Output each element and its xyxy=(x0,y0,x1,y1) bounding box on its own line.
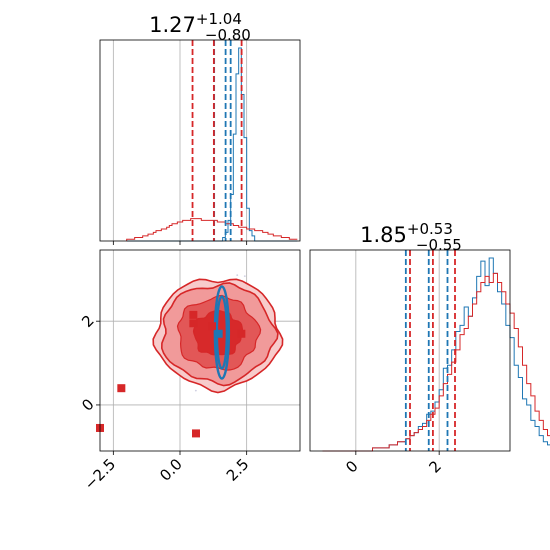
marginal-x-hist-series-1 xyxy=(126,218,298,241)
marginal-x-title-minus: −0.80 xyxy=(205,26,251,44)
joint-y-tick-label-0: 0 xyxy=(78,395,97,414)
joint-x-tick-label-0: −2.5 xyxy=(81,455,119,493)
joint-point-series-0-1 xyxy=(189,319,198,328)
joint-frame xyxy=(99,249,301,452)
joint-sample-point xyxy=(194,389,197,392)
joint-point-series-0-0 xyxy=(189,310,198,319)
joint-y-tick-label-1: 2 xyxy=(78,311,97,330)
joint-point-series-1-0 xyxy=(214,329,223,338)
marginal-y-tick-label-1: 2 xyxy=(426,457,445,476)
marginal-x-histogram-panel xyxy=(99,39,301,245)
marginal-y-title: 1.85+0.53 −0.55 xyxy=(360,220,462,254)
joint-point-series-0-3 xyxy=(237,329,246,338)
joint-x-tick-label-2: 2.5 xyxy=(223,455,253,485)
marginal-y-title-plus: +0.53 xyxy=(407,220,453,238)
joint-sample-point xyxy=(236,274,239,276)
joint-sample-point xyxy=(243,275,246,277)
marginal-y-title-value: 1.85 xyxy=(360,223,407,247)
marginal-x-title-value: 1.27 xyxy=(149,13,196,37)
joint-scatter-panel: −2.5 0.0 2.5 0 2 xyxy=(78,249,301,494)
marginal-y-hist-series-0 xyxy=(322,257,550,452)
marginal-y-frame xyxy=(309,249,511,452)
marginal-x-title-plus: +1.04 xyxy=(196,10,242,28)
marginal-x-hist-series-0 xyxy=(126,47,298,242)
marginal-x-title: 1.27+1.04 −0.80 xyxy=(149,10,251,44)
joint-point-series-0-4 xyxy=(117,384,126,393)
marginal-y-tick-label-0: 0 xyxy=(342,457,361,476)
joint-point-series-0-6 xyxy=(192,429,200,438)
joint-x-tick-label-1: 0.0 xyxy=(156,455,186,485)
joint-point-series-0-2 xyxy=(208,322,216,331)
marginal-x-frame xyxy=(99,39,301,242)
marginal-y-hist-series-1 xyxy=(322,272,550,452)
marginal-y-title-minus: −0.55 xyxy=(416,236,462,254)
